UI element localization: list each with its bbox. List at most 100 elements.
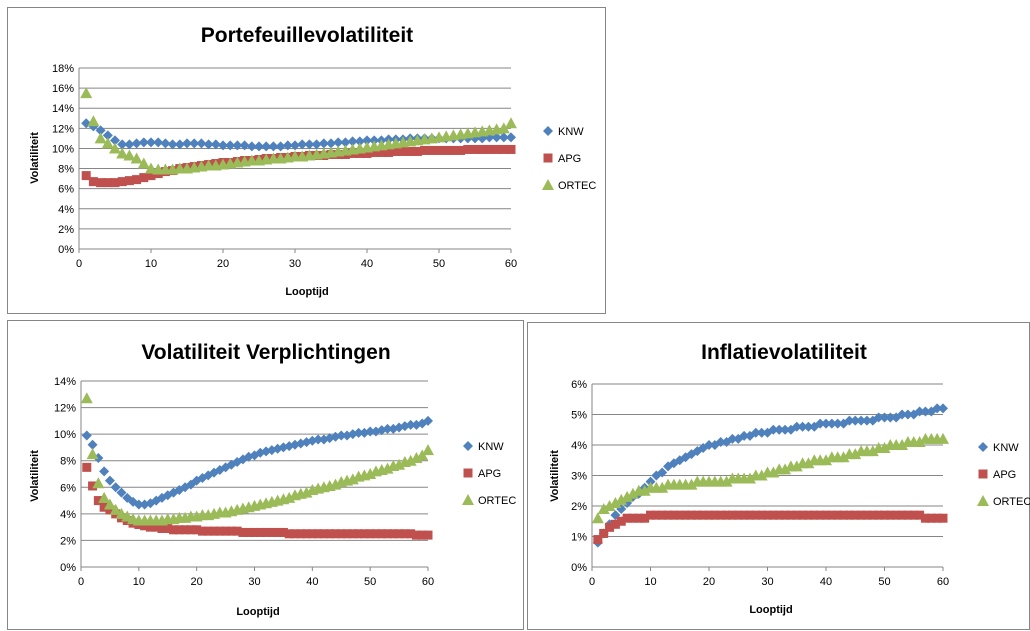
data-point: [891, 412, 902, 423]
data-point: [93, 496, 103, 506]
data-point: [163, 523, 173, 533]
y-tick-label: 10%: [52, 143, 74, 155]
y-tick-label: 14%: [52, 103, 74, 115]
data-point: [313, 529, 323, 539]
data-point: [267, 527, 277, 537]
data-point: [398, 146, 408, 156]
data-point: [668, 458, 679, 469]
data-point: [938, 403, 948, 414]
x-tick-label: 50: [364, 576, 376, 588]
x-tick-label: 30: [248, 576, 260, 588]
x-axis-title: Looptijd: [236, 606, 279, 618]
data-point: [383, 529, 393, 539]
data-point: [326, 138, 336, 149]
data-point: [897, 510, 907, 520]
data-point: [692, 510, 702, 520]
data-point: [646, 510, 655, 520]
y-tick-label: 4%: [60, 509, 76, 521]
data-point: [348, 529, 358, 539]
x-tick-label: 40: [306, 576, 318, 588]
data-point: [109, 503, 122, 515]
y-tick-label: 16%: [52, 83, 74, 95]
data-point: [157, 523, 167, 533]
data-point: [94, 132, 107, 144]
data-point: [365, 529, 375, 539]
x-tick-label: 60: [422, 576, 434, 588]
data-point: [203, 526, 213, 536]
chart-panel-portefeuille: Portefeuillevolatiliteit Looptijd Volati…: [7, 7, 606, 314]
data-point: [913, 435, 926, 447]
data-point: [93, 453, 104, 464]
data-point: [506, 132, 516, 143]
legend-marker: [543, 126, 553, 136]
data-point: [405, 419, 416, 430]
data-point: [359, 529, 369, 539]
data-point: [399, 421, 410, 432]
y-tick-label: 0%: [60, 562, 76, 574]
data-point: [809, 510, 819, 520]
data-point: [342, 529, 352, 539]
data-point: [720, 475, 733, 487]
data-point: [786, 510, 796, 520]
data-point: [347, 429, 358, 440]
data-point: [669, 510, 679, 520]
data-point: [139, 499, 150, 510]
data-point: [169, 525, 179, 535]
data-point: [897, 409, 908, 420]
data-point: [186, 525, 196, 535]
data-point: [896, 439, 909, 450]
data-point: [388, 529, 398, 539]
data-point: [307, 435, 318, 446]
data-point: [145, 162, 157, 174]
data-point: [774, 424, 785, 435]
data-point: [302, 529, 312, 539]
data-point: [427, 145, 437, 155]
data-point: [861, 415, 872, 426]
data-point: [856, 415, 867, 426]
data-point: [733, 510, 743, 520]
data-point: [80, 87, 93, 99]
data-point: [238, 527, 248, 537]
data-point: [189, 138, 200, 149]
data-point: [420, 145, 430, 155]
data-point: [675, 510, 685, 520]
data-point: [932, 403, 943, 414]
data-point: [318, 138, 329, 149]
data-point: [844, 510, 854, 520]
data-point: [86, 448, 99, 460]
data-point: [284, 529, 294, 539]
x-axis-title: Looptijd: [749, 604, 792, 616]
legend-label: KNW: [478, 441, 504, 453]
data-point: [862, 510, 872, 520]
legend-label: ORTEC: [558, 180, 596, 192]
data-point: [261, 141, 272, 152]
data-point: [110, 178, 120, 188]
legend-marker: [542, 179, 554, 190]
data-point: [336, 430, 347, 441]
data-point: [423, 530, 433, 540]
data-point: [255, 527, 265, 537]
data-point: [225, 140, 236, 151]
data-point: [232, 140, 243, 151]
data-point: [371, 529, 381, 539]
data-point: [610, 510, 621, 521]
data-point: [656, 481, 669, 493]
data-point: [484, 144, 494, 154]
data-point: [768, 424, 779, 435]
data-point: [739, 510, 749, 520]
data-point: [780, 510, 790, 520]
x-tick-label: 50: [878, 576, 890, 588]
data-point: [377, 529, 387, 539]
data-point: [362, 135, 372, 146]
chart-verplichtingen: Volatiliteit Verplichtingen Looptijd Vol…: [29, 341, 516, 618]
data-point: [733, 433, 744, 444]
y-tick-label: 2%: [60, 535, 76, 547]
data-point: [132, 175, 142, 185]
data-point: [755, 469, 768, 481]
y-tick-label: 0%: [58, 244, 74, 256]
data-point: [289, 439, 300, 450]
data-point: [638, 484, 651, 496]
y-tick-label: 8%: [58, 164, 74, 176]
data-point: [146, 171, 156, 181]
data-point: [492, 144, 502, 154]
